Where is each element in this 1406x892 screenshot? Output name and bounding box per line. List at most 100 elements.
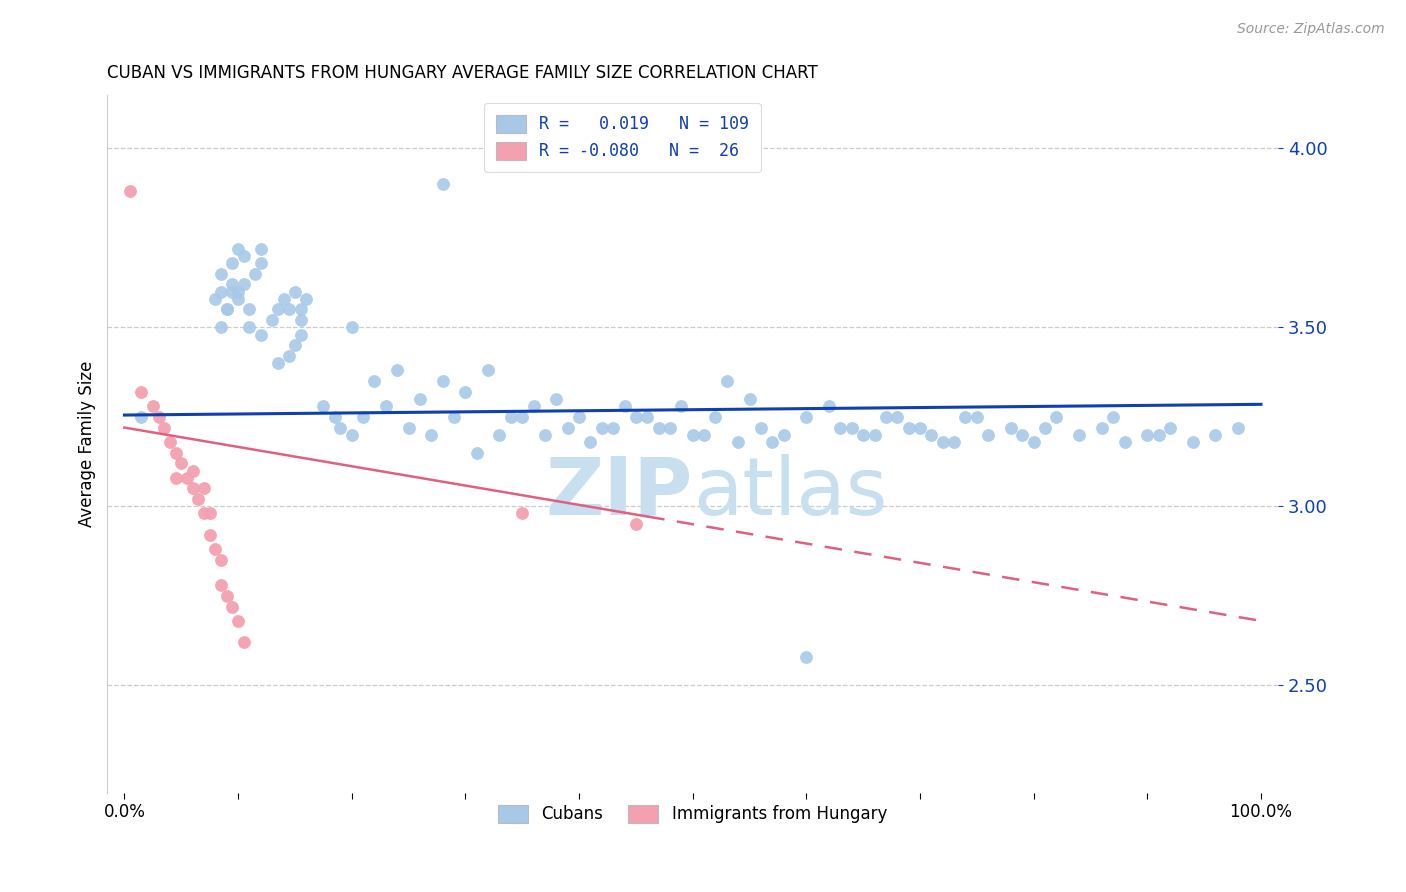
Point [704, 409, 727, 424]
Point [920, 427, 942, 442]
Point [238, 320, 260, 334]
Text: CUBAN VS IMMIGRANTS FROM HUNGARY AVERAGE FAMILY SIZE CORRELATION CHART: CUBAN VS IMMIGRANTS FROM HUNGARY AVERAGE… [107, 64, 818, 82]
Point [221, 256, 243, 270]
Point [477, 363, 499, 377]
Point [262, 313, 284, 327]
Point [193, 482, 215, 496]
Point [761, 434, 783, 449]
Point [465, 445, 488, 459]
Point [647, 420, 669, 434]
Point [510, 409, 533, 424]
Point [329, 420, 352, 434]
Point [193, 507, 215, 521]
Point [312, 399, 335, 413]
Point [534, 427, 557, 442]
Point [420, 427, 443, 442]
Point [181, 464, 204, 478]
Point [284, 338, 307, 352]
Point [209, 320, 232, 334]
Point [852, 427, 875, 442]
Point [120, 185, 142, 199]
Point [209, 285, 232, 299]
Text: Source: ZipAtlas.com: Source: ZipAtlas.com [1237, 22, 1385, 37]
Point [226, 292, 249, 306]
Text: ZIP: ZIP [546, 453, 693, 532]
Point [955, 409, 977, 424]
Point [693, 427, 716, 442]
Point [204, 542, 226, 557]
Point [273, 292, 295, 306]
Point [267, 302, 290, 317]
Point [624, 409, 647, 424]
Point [1091, 420, 1114, 434]
Point [454, 384, 477, 399]
Point [181, 482, 204, 496]
Point [1102, 409, 1125, 424]
Point [204, 292, 226, 306]
Point [659, 420, 682, 434]
Point [568, 409, 591, 424]
Point [215, 302, 238, 317]
Point [716, 374, 738, 388]
Point [215, 589, 238, 603]
Point [165, 471, 187, 485]
Point [221, 277, 243, 292]
Point [249, 256, 271, 270]
Point [818, 399, 841, 413]
Point [443, 409, 465, 424]
Point [290, 302, 312, 317]
Point [290, 327, 312, 342]
Point [488, 427, 510, 442]
Point [278, 349, 301, 363]
Point [159, 434, 181, 449]
Point [187, 492, 209, 507]
Point [198, 507, 221, 521]
Point [966, 409, 988, 424]
Point [796, 649, 818, 664]
Point [727, 434, 749, 449]
Point [1159, 420, 1181, 434]
Point [432, 178, 454, 192]
Point [613, 399, 636, 413]
Point [523, 399, 546, 413]
Point [1033, 420, 1056, 434]
Point [249, 327, 271, 342]
Point [546, 392, 568, 406]
Point [591, 420, 613, 434]
Y-axis label: Average Family Size: Average Family Size [79, 360, 96, 527]
Point [226, 242, 249, 256]
Point [830, 420, 852, 434]
Point [671, 399, 693, 413]
Point [387, 363, 409, 377]
Point [908, 420, 931, 434]
Point [602, 420, 624, 434]
Point [624, 517, 647, 532]
Point [682, 427, 704, 442]
Point [1045, 409, 1067, 424]
Point [232, 249, 254, 263]
Point [278, 302, 301, 317]
Point [1147, 427, 1170, 442]
Point [1069, 427, 1091, 442]
Point [226, 285, 249, 299]
Point [148, 409, 170, 424]
Point [249, 242, 271, 256]
Point [1181, 434, 1204, 449]
Point [738, 392, 761, 406]
Legend: Cubans, Immigrants from Hungary: Cubans, Immigrants from Hungary [488, 795, 897, 833]
Point [352, 409, 374, 424]
Point [863, 427, 886, 442]
Point [932, 434, 955, 449]
Point [209, 553, 232, 567]
Point [198, 528, 221, 542]
Point [363, 374, 385, 388]
Point [170, 456, 193, 470]
Point [897, 420, 920, 434]
Point [1205, 427, 1227, 442]
Point [1114, 434, 1136, 449]
Point [131, 384, 153, 399]
Point [232, 635, 254, 649]
Point [943, 434, 966, 449]
Point [772, 427, 794, 442]
Point [221, 599, 243, 614]
